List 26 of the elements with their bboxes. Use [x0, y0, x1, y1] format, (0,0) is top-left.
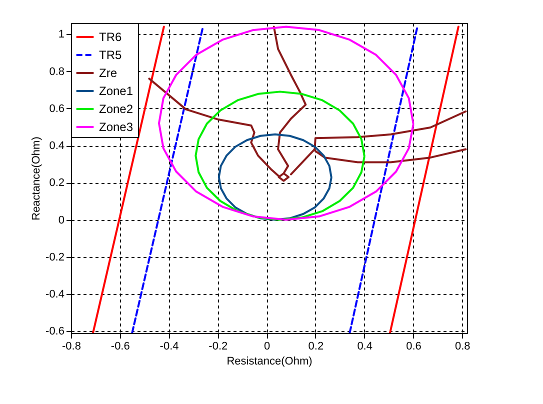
x-tick-label: -0.6: [110, 340, 130, 352]
y-tick-label: 0.2: [49, 177, 64, 190]
x-tick-label: 0.4: [357, 340, 372, 352]
x-axis-title: Resistance(Ohm): [226, 356, 312, 368]
x-tick-label: -0.8: [62, 340, 81, 352]
legend-label: TR6: [99, 30, 122, 44]
x-tick-label: 0: [264, 340, 270, 352]
x-tick-label: 0.2: [308, 340, 324, 352]
x-tick-label: 0.6: [406, 340, 422, 352]
y-tick-label: 0: [58, 214, 64, 226]
x-tick-label: 0.8: [454, 340, 470, 352]
y-tick-label: 0.8: [49, 66, 64, 78]
legend-label: Zone3: [99, 120, 134, 134]
x-tick-label: -0.2: [208, 340, 228, 352]
y-tick-label: 0.6: [49, 102, 64, 115]
legend-label: Zone1: [99, 84, 134, 98]
y-tick-label: -0.4: [46, 288, 64, 301]
legend-label: Zre: [99, 66, 118, 80]
legend-label: Zone2: [99, 102, 134, 116]
x-tick-label: -0.4: [160, 340, 179, 352]
y-axis-title: Reactance(Ohm): [30, 136, 43, 220]
y-tick-label: 0.4: [49, 140, 64, 152]
y-tick-label: 1: [58, 28, 64, 41]
y-tick-label: -0.6: [46, 326, 64, 338]
legend-label: TR5: [99, 48, 122, 62]
y-tick-label: -0.2: [46, 251, 64, 264]
